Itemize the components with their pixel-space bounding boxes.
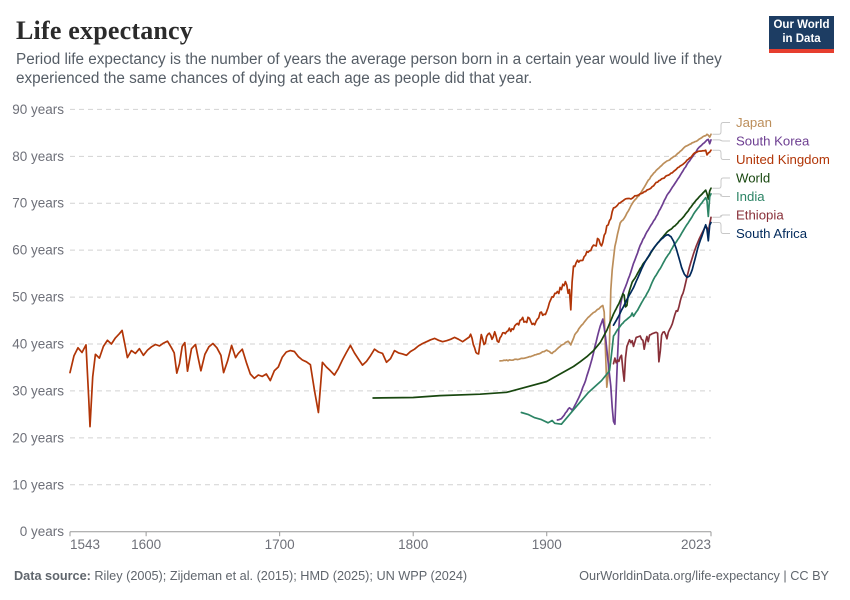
chart-title: Life expectancy bbox=[16, 16, 194, 45]
legend-connector bbox=[712, 214, 730, 218]
legend-connector bbox=[712, 122, 730, 135]
series-line-world bbox=[372, 187, 712, 399]
y-tick-label: 50 years bbox=[12, 290, 64, 305]
credit-note[interactable]: OurWorldinData.org/life-expectancy | CC … bbox=[579, 569, 829, 583]
legend-connector bbox=[712, 139, 730, 142]
chart-subtitle: Period life expectancy is the number of … bbox=[16, 51, 722, 87]
y-tick-label: 40 years bbox=[12, 337, 64, 352]
owid-logo-line2: in Data bbox=[782, 33, 821, 45]
y-tick-label: 20 years bbox=[12, 430, 64, 445]
x-tick-label: 1700 bbox=[265, 537, 295, 552]
legend-label-india: India bbox=[736, 189, 765, 204]
y-tick-label: 10 years bbox=[12, 477, 64, 492]
x-tick-label: 1600 bbox=[131, 537, 161, 552]
series-line-united-kingdom bbox=[69, 149, 712, 428]
owid-logo-line1: Our World bbox=[773, 19, 830, 31]
y-tick-label: 70 years bbox=[12, 196, 64, 211]
y-tick-label: 60 years bbox=[12, 243, 64, 258]
data-source-text: Riley (2005); Zijdeman et al. (2015); HM… bbox=[90, 569, 468, 583]
legend-label-south-korea: South Korea bbox=[736, 134, 810, 149]
legend-connector bbox=[712, 177, 730, 189]
data-source-label: Data source: bbox=[14, 569, 91, 583]
owid-logo: Our World in Data bbox=[769, 16, 834, 53]
series-line-south-africa bbox=[612, 221, 712, 327]
y-tick-label: 90 years bbox=[12, 102, 64, 117]
data-source-note: Data source: Riley (2005); Zijdeman et a… bbox=[14, 569, 467, 583]
legend-label-south-africa: South Africa bbox=[736, 226, 808, 241]
legend-label-world: World bbox=[736, 171, 770, 186]
series-line-japan bbox=[499, 133, 712, 389]
series-line-ethiopia bbox=[612, 216, 712, 382]
x-tick-label: 1543 bbox=[70, 537, 100, 552]
x-tick-label: 1800 bbox=[398, 537, 428, 552]
x-tick-label: 1900 bbox=[532, 537, 562, 552]
series-line-south-korea bbox=[556, 138, 712, 426]
y-tick-label: 30 years bbox=[12, 383, 64, 398]
legend-label-ethiopia: Ethiopia bbox=[736, 208, 784, 223]
legend-label-japan: Japan bbox=[736, 115, 772, 130]
series-line-india bbox=[520, 193, 712, 426]
legend-connector bbox=[712, 222, 730, 234]
y-tick-label: 80 years bbox=[12, 149, 64, 164]
x-tick-label: 2023 bbox=[681, 537, 711, 552]
legend-connector bbox=[712, 193, 730, 197]
y-tick-label: 0 years bbox=[20, 524, 65, 539]
legend-connector bbox=[712, 149, 730, 160]
legend-label-united-kingdom: United Kingdom bbox=[736, 152, 830, 167]
